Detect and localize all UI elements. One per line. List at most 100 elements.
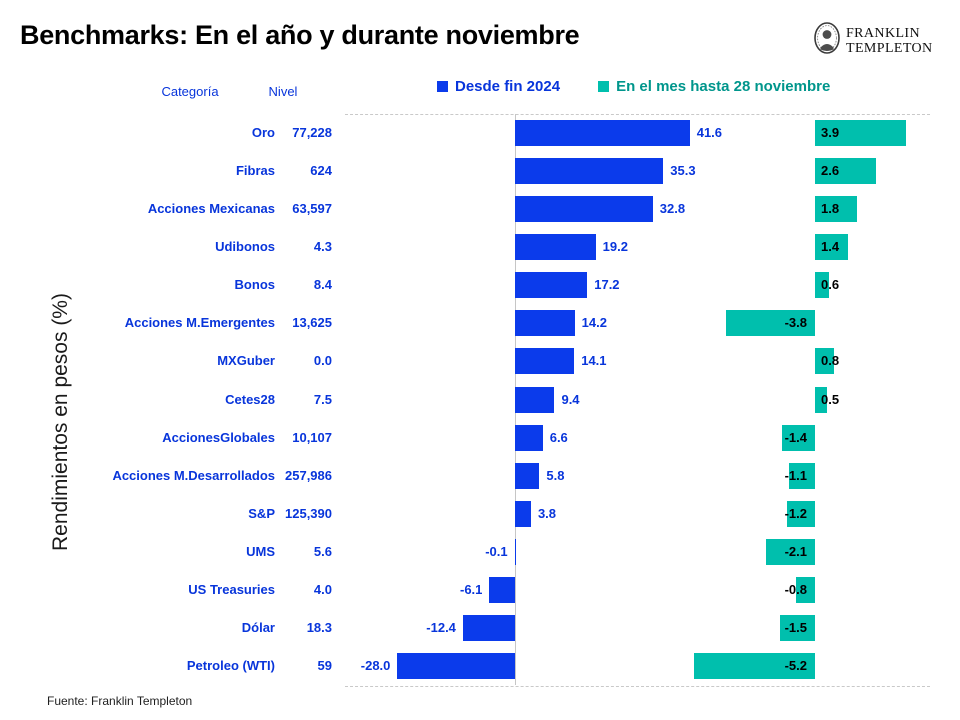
category-label: Acciones M.Emergentes <box>124 315 275 331</box>
bar-mes-noviembre <box>796 576 815 603</box>
level-value: 10,107 <box>292 429 332 445</box>
level-value: 125,390 <box>285 505 332 521</box>
value-label-desde-fin-2024: -6.1 <box>459 581 483 597</box>
logo-line2: TEMPLETON <box>846 40 933 56</box>
legend-swatch-teal <box>598 81 610 92</box>
bar-mes-noviembre <box>787 500 815 527</box>
franklin-head-icon <box>813 20 841 61</box>
value-label-mes-noviembre: 3.9 <box>821 125 840 141</box>
bar-desde-fin-2024 <box>515 158 664 185</box>
category-label: Petroleo (WTI) <box>186 658 275 673</box>
level-value: 13,625 <box>292 315 332 331</box>
chart-legend: Desde fin 2024 En el mes hasta 28 noviem… <box>437 78 830 95</box>
value-label-desde-fin-2024: 9.4 <box>561 391 580 407</box>
bar-mes-noviembre <box>815 234 848 261</box>
value-label-desde-fin-2024: 19.2 <box>602 239 628 255</box>
value-label-mes-noviembre: 1.4 <box>821 239 840 255</box>
level-value: 4.3 <box>313 239 332 255</box>
legend-item-mes-noviembre: En el mes hasta 28 noviembre <box>598 78 830 95</box>
bar-desde-fin-2024 <box>515 500 531 527</box>
level-value: 624 <box>310 163 332 179</box>
level-value: 257,986 <box>285 467 332 483</box>
category-label: AccionesGlobales <box>162 429 275 445</box>
category-label: Udibonos <box>215 239 275 255</box>
bar-desde-fin-2024 <box>515 386 555 413</box>
bar-desde-fin-2024 <box>515 272 588 299</box>
page-title: Benchmarks: En el año y durante noviembr… <box>20 20 580 50</box>
category-label: Oro <box>251 125 275 141</box>
value-label-mes-noviembre: 0.5 <box>821 391 840 407</box>
category-label: Fibras <box>235 163 275 179</box>
category-label: Acciones Mexicanas <box>147 201 275 217</box>
level-value: 18.3 <box>306 619 332 635</box>
value-label-desde-fin-2024: 14.1 <box>581 353 607 369</box>
level-value: 4.0 <box>313 581 332 597</box>
bar-desde-fin-2024 <box>489 576 515 603</box>
value-label-mes-noviembre: -3.8 <box>784 315 807 331</box>
bar-mes-noviembre <box>782 424 815 451</box>
level-value: 77,228 <box>292 125 332 141</box>
category-label: S&P <box>248 505 275 521</box>
column-header-nivel: Nivel <box>268 84 298 99</box>
plot-area <box>345 114 930 687</box>
value-label-desde-fin-2024: 3.8 <box>537 505 557 521</box>
franklin-templeton-logo: FRANKLIN TEMPLETON <box>813 20 933 61</box>
value-label-desde-fin-2024: -28.0 <box>360 658 391 673</box>
value-label-mes-noviembre: 1.8 <box>821 201 840 217</box>
bar-mes-noviembre <box>693 653 815 679</box>
source-note: Fuente: Franklin Templeton <box>47 694 193 708</box>
value-label-desde-fin-2024: 41.6 <box>696 125 723 141</box>
value-label-desde-fin-2024: 14.2 <box>581 315 607 331</box>
category-label: Cetes28 <box>225 391 275 407</box>
value-label-desde-fin-2024: 5.8 <box>546 467 565 483</box>
value-label-mes-noviembre: 2.6 <box>821 163 840 179</box>
bar-desde-fin-2024 <box>515 462 540 489</box>
bar-desde-fin-2024 <box>515 348 575 375</box>
legend-label-desde-fin-2024: Desde fin 2024 <box>455 78 561 95</box>
bar-mes-noviembre <box>815 196 857 223</box>
value-label-desde-fin-2024: 32.8 <box>659 201 686 217</box>
bar-desde-fin-2024 <box>515 310 575 337</box>
value-label-desde-fin-2024: -12.4 <box>426 619 456 635</box>
y-axis-label: Rendimientos en pesos (%) <box>49 293 72 551</box>
level-value: 63,597 <box>292 201 332 217</box>
value-label-desde-fin-2024: 35.3 <box>670 163 696 179</box>
bar-desde-fin-2024 <box>515 196 653 223</box>
level-value: 59 <box>317 658 332 673</box>
bar-mes-noviembre <box>815 348 834 375</box>
value-label-mes-noviembre: -5.2 <box>784 658 807 673</box>
value-label-desde-fin-2024: -0.1 <box>485 543 508 559</box>
value-label-mes-noviembre: -1.1 <box>784 467 807 483</box>
bar-mes-noviembre <box>726 310 815 337</box>
bar-mes-noviembre <box>815 120 906 147</box>
category-label: US Treasuries <box>188 581 275 597</box>
value-label-mes-noviembre: -1.2 <box>784 505 807 521</box>
bar-desde-fin-2024 <box>515 234 596 261</box>
logo-wordmark: FRANKLIN TEMPLETON <box>846 26 933 56</box>
value-label-desde-fin-2024: 6.6 <box>549 429 568 445</box>
category-label: UMS <box>246 543 275 559</box>
value-label-mes-noviembre: -2.1 <box>784 543 807 559</box>
legend-item-desde-fin-2024: Desde fin 2024 <box>437 78 560 95</box>
bar-mes-noviembre <box>780 614 815 641</box>
level-value: 5.6 <box>313 543 332 559</box>
value-label-desde-fin-2024: 17.2 <box>594 277 620 293</box>
value-label-mes-noviembre: -1.5 <box>784 619 807 635</box>
bar-mes-noviembre <box>766 538 815 565</box>
value-label-mes-noviembre: 0.8 <box>821 353 840 369</box>
legend-label-mes-noviembre: En el mes hasta 28 noviembre <box>616 78 831 95</box>
level-value: 0.0 <box>313 353 332 369</box>
bar-desde-fin-2024 <box>462 614 515 641</box>
level-value: 7.5 <box>313 391 332 407</box>
category-label: Acciones M.Desarrollados <box>112 467 275 483</box>
bar-desde-fin-2024 <box>515 120 690 147</box>
bar-mes-noviembre <box>789 462 815 489</box>
logo-line1: FRANKLIN <box>846 25 920 41</box>
bar-desde-fin-2024 <box>397 653 515 679</box>
level-value: 8.4 <box>313 277 332 293</box>
bar-mes-noviembre <box>815 272 829 299</box>
column-header-categoria: Categoría <box>161 84 219 99</box>
value-label-mes-noviembre: -0.8 <box>784 581 807 597</box>
bar-mes-noviembre <box>815 386 827 413</box>
